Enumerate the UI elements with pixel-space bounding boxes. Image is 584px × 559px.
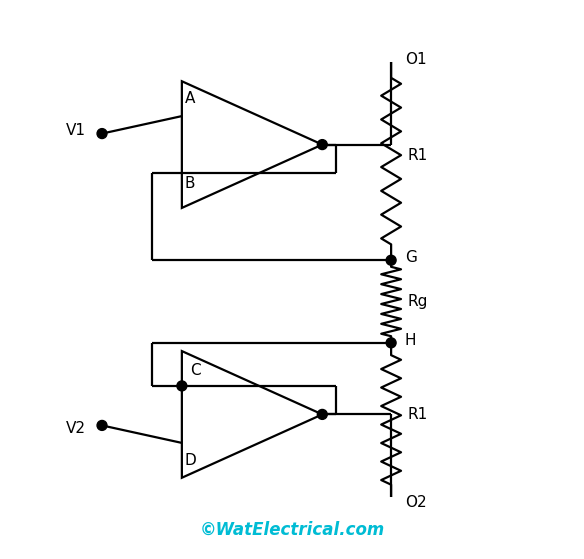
Circle shape xyxy=(97,420,107,430)
Text: ©WatElectrical.com: ©WatElectrical.com xyxy=(199,521,385,539)
Text: D: D xyxy=(185,453,196,468)
Circle shape xyxy=(177,381,187,391)
Text: G: G xyxy=(405,250,417,265)
Circle shape xyxy=(317,409,327,419)
Text: O2: O2 xyxy=(405,495,426,510)
Text: C: C xyxy=(190,363,201,378)
Text: B: B xyxy=(185,176,195,191)
Text: O1: O1 xyxy=(405,52,426,67)
Text: V1: V1 xyxy=(65,124,85,138)
Circle shape xyxy=(386,338,396,348)
Text: V2: V2 xyxy=(65,421,85,435)
Circle shape xyxy=(317,140,327,150)
Circle shape xyxy=(386,255,396,265)
Text: R1: R1 xyxy=(408,407,428,422)
Text: R1: R1 xyxy=(408,148,428,163)
Text: Rg: Rg xyxy=(408,294,428,309)
Text: H: H xyxy=(405,333,416,348)
Text: A: A xyxy=(185,91,195,106)
Circle shape xyxy=(97,129,107,139)
